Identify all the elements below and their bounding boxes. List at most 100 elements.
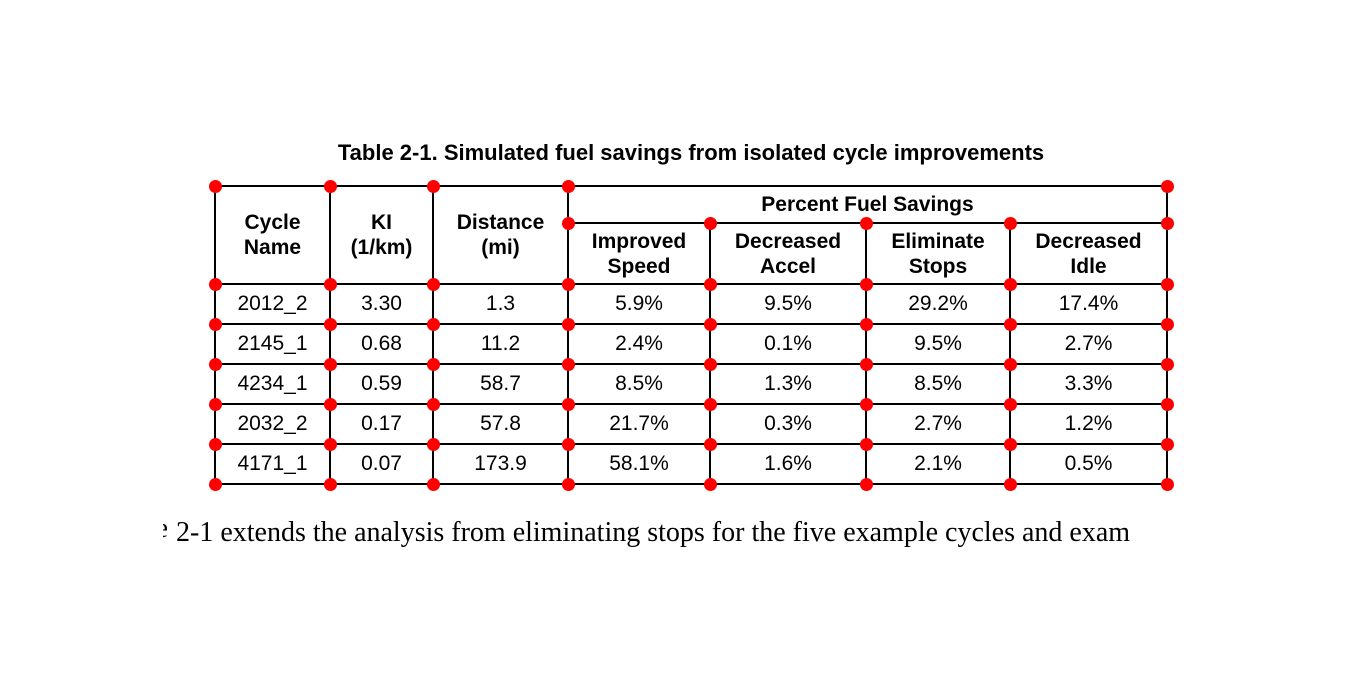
cell-eliminate-stops: 8.5% (914, 372, 962, 395)
cell-distance: 1.3 (485, 292, 516, 315)
table-corner-marker-dot (426, 397, 440, 411)
header-line: (1/km) (350, 236, 413, 259)
table-corner-marker-dot (859, 216, 873, 230)
cell-ki: 3.30 (361, 292, 402, 315)
cell-improved-speed: 5.9% (615, 292, 663, 315)
table-corner-marker-dot (208, 179, 222, 193)
table-corner-marker-dot (323, 477, 337, 491)
header-line: Speed (607, 254, 671, 278)
cell-decreased-accel: 9.5% (764, 292, 812, 315)
header-improved-speed: Improved Speed (568, 223, 710, 284)
header-line: Stops (908, 254, 968, 278)
cell-decreased-accel: 0.1% (764, 332, 812, 355)
table-corner-marker-dot (703, 397, 717, 411)
header-line: (mi) (481, 236, 520, 259)
table-grid-line (214, 185, 1168, 187)
table-corner-marker-dot (208, 317, 222, 331)
table-grid-line (214, 483, 1168, 485)
body-paragraph: e 2-1 extends the analysis from eliminati… (163, 516, 1130, 550)
table-corner-marker-dot (208, 437, 222, 451)
table-corner-marker-dot (426, 317, 440, 331)
table-corner-marker-dot (561, 437, 575, 451)
table-corner-marker-dot (561, 216, 575, 230)
table-corner-marker-dot (208, 357, 222, 371)
table-corner-marker-dot (323, 437, 337, 451)
table-corner-marker-dot (1160, 317, 1174, 331)
cell-decreased-accel: 0.3% (764, 412, 812, 435)
table-corner-marker-dot (323, 179, 337, 193)
cell-improved-speed: 21.7% (609, 412, 669, 435)
table-corner-marker-dot (323, 357, 337, 371)
cell-cycle-name: 4171_1 (237, 452, 308, 475)
cell-decreased-idle: 2.7% (1064, 332, 1113, 355)
cell-decreased-accel: 1.6% (764, 452, 812, 475)
table-corner-marker-dot (208, 277, 222, 291)
table-corner-marker-dot (561, 277, 575, 291)
header-percent-fuel-savings: Percent Fuel Savings (761, 193, 974, 216)
cell-cycle-name: 4234_1 (237, 372, 308, 395)
table-corner-marker-dot (1003, 216, 1017, 230)
table-grid-line (432, 185, 434, 485)
table-grid-line (1166, 185, 1168, 485)
cell-decreased-idle: 1.2% (1064, 412, 1113, 435)
cell-distance: 57.8 (480, 412, 521, 435)
table-corner-marker-dot (703, 437, 717, 451)
cell-improved-speed: 2.4% (615, 332, 663, 355)
table-corner-marker-dot (561, 357, 575, 371)
table-corner-marker-dot (323, 317, 337, 331)
cell-ki: 0.68 (361, 332, 402, 355)
header-distance: Distance (mi) (433, 186, 568, 284)
table-corner-marker-dot (859, 277, 873, 291)
cell-distance: 173.9 (474, 452, 527, 475)
cell-eliminate-stops: 29.2% (908, 292, 968, 315)
header-decreased-idle: Decreased Idle (1010, 223, 1167, 284)
table-corner-marker-dot (703, 216, 717, 230)
header-line: Decreased (1035, 229, 1142, 253)
cell-eliminate-stops: 2.1% (914, 452, 962, 475)
table-corner-marker-dot (1003, 477, 1017, 491)
cell-decreased-idle: 0.5% (1064, 452, 1113, 475)
header-line: Eliminate (891, 229, 985, 253)
header-line: Cycle (244, 211, 301, 234)
table-grid-line (214, 403, 1168, 405)
table-corner-marker-dot (561, 477, 575, 491)
table-grid-line (1009, 222, 1011, 485)
table-corner-marker-dot (1003, 357, 1017, 371)
cell-eliminate-stops: 2.7% (914, 412, 962, 435)
table-corner-marker-dot (426, 277, 440, 291)
table-corner-marker-dot (703, 317, 717, 331)
header-line: Decreased (734, 229, 842, 253)
clipped-word-fragment: e (163, 518, 167, 548)
table-corner-marker-dot (426, 179, 440, 193)
cell-improved-speed: 8.5% (615, 372, 663, 395)
cell-ki: 0.17 (361, 412, 402, 435)
table-grid-line (709, 222, 711, 485)
table-grid-line (865, 222, 867, 485)
cell-decreased-idle: 17.4% (1058, 292, 1119, 315)
cell-eliminate-stops: 9.5% (914, 332, 962, 355)
table-corner-marker-dot (1160, 397, 1174, 411)
cell-distance: 58.7 (480, 372, 521, 395)
table-corner-marker-dot (208, 477, 222, 491)
body-text: 2-1 extends the analysis from eliminatin… (176, 517, 1131, 548)
cell-decreased-idle: 3.3% (1064, 372, 1113, 395)
table-corner-marker-dot (703, 357, 717, 371)
table-corner-marker-dot (859, 357, 873, 371)
table-grid-line (214, 283, 1168, 285)
header-cycle-name: Cycle Name (215, 186, 330, 284)
cell-distance: 11.2 (480, 332, 521, 355)
cell-ki: 0.07 (361, 452, 402, 475)
header-line: Idle (1070, 254, 1107, 278)
table-corner-marker-dot (323, 277, 337, 291)
table-corner-marker-dot (859, 397, 873, 411)
table-corner-marker-dot (1003, 317, 1017, 331)
table-grid-line (214, 185, 216, 485)
table-corner-marker-dot (703, 277, 717, 291)
table-corner-marker-dot (859, 477, 873, 491)
table-corner-marker-dot (859, 317, 873, 331)
table-corner-marker-dot (1160, 179, 1174, 193)
table-corner-marker-dot (1160, 477, 1174, 491)
header-line: Improved (591, 229, 687, 253)
cell-improved-speed: 58.1% (609, 452, 669, 475)
